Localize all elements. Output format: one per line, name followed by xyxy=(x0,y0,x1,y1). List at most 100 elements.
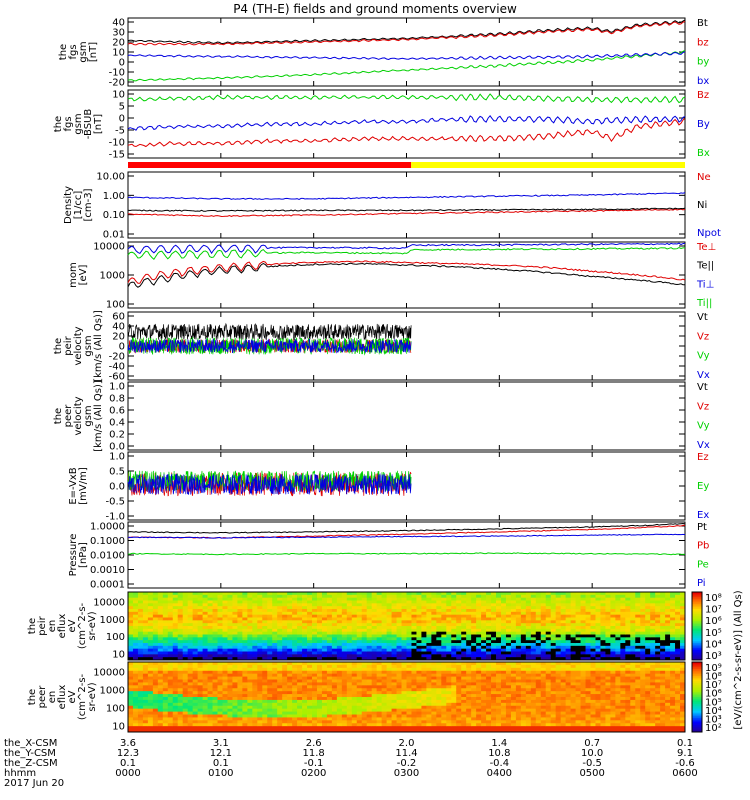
heatmap-cell xyxy=(600,628,606,633)
heatmap-cell xyxy=(451,662,457,666)
heatmap-cell xyxy=(560,628,567,633)
heatmap-cell xyxy=(237,711,243,715)
heatmap-cell xyxy=(371,670,378,675)
y-tick-label: 1.0 xyxy=(109,452,125,463)
heatmap-cell xyxy=(670,657,676,661)
heatmap-cell xyxy=(142,628,149,633)
heatmap-cell xyxy=(381,609,387,613)
heatmap-cell xyxy=(282,657,288,661)
heatmap-cell xyxy=(476,729,482,733)
heatmap-cell xyxy=(515,654,522,658)
heatmap-cell xyxy=(381,592,387,596)
heatmap-cell xyxy=(555,617,562,621)
heatmap-cell xyxy=(297,609,303,613)
heatmap-cell xyxy=(366,623,373,627)
heatmap-cell xyxy=(172,606,179,610)
heatmap-cell xyxy=(510,729,517,733)
heatmap-cell xyxy=(227,662,233,666)
heatmap-cell xyxy=(441,643,447,647)
heatmap-cell xyxy=(132,643,139,647)
heatmap-cell xyxy=(630,606,636,610)
heatmap-cell xyxy=(645,594,651,599)
heatmap-cell xyxy=(157,688,164,692)
heatmap-cell xyxy=(585,654,591,658)
heatmap-cell xyxy=(341,614,348,618)
heatmap-cell xyxy=(262,667,268,672)
heatmap-cell xyxy=(650,657,656,661)
heatmap-cell xyxy=(312,711,318,715)
heatmap-cell xyxy=(292,685,298,689)
heatmap-cell xyxy=(267,702,273,707)
heatmap-cell xyxy=(625,592,631,596)
heatmap-cell xyxy=(177,634,184,638)
heatmap-cell xyxy=(510,673,517,677)
heatmap-cell xyxy=(476,688,482,692)
heatmap-cell xyxy=(456,714,462,718)
heatmap-cell xyxy=(202,720,208,724)
heatmap-cell xyxy=(167,694,174,698)
heatmap-cell xyxy=(595,637,601,641)
heatmap-cell xyxy=(585,651,591,655)
heatmap-cell xyxy=(525,729,532,733)
heatmap-cell xyxy=(466,688,472,692)
heatmap-cell xyxy=(277,637,283,641)
heatmap-cell xyxy=(307,623,313,627)
heatmap-cell xyxy=(217,611,223,616)
heatmap-cell xyxy=(376,623,383,627)
heatmap-cell xyxy=(346,594,353,599)
heatmap-cell xyxy=(630,634,636,638)
heatmap-cell xyxy=(272,726,278,730)
heatmap-cell xyxy=(376,626,383,630)
heatmap-cell xyxy=(625,651,631,655)
heatmap-cell xyxy=(421,717,427,721)
heatmap-cell xyxy=(326,664,333,669)
heatmap-cell xyxy=(570,637,576,641)
heatmap-cell xyxy=(540,600,547,604)
heatmap-cell xyxy=(128,685,134,689)
heatmap-cell xyxy=(411,609,417,613)
heatmap-cell xyxy=(431,688,437,692)
heatmap-cell xyxy=(147,606,154,610)
heatmap-cell xyxy=(162,654,169,658)
heatmap-cell xyxy=(426,676,432,680)
heatmap-cell xyxy=(307,699,313,704)
heatmap-cell xyxy=(496,662,502,666)
heatmap-cell xyxy=(356,648,363,652)
heatmap-cell xyxy=(137,637,144,641)
heatmap-cell xyxy=(411,729,417,733)
heatmap-cell xyxy=(326,711,333,715)
heatmap-cell xyxy=(182,631,189,635)
heatmap-cell xyxy=(466,729,472,733)
heatmap-cell xyxy=(406,702,412,707)
heatmap-cell xyxy=(267,670,273,675)
heatmap-cell xyxy=(530,592,537,596)
heatmap-cell xyxy=(491,614,497,618)
y-tick-label: -20 xyxy=(109,352,125,363)
heatmap-cell xyxy=(262,723,268,727)
heatmap-cell xyxy=(575,592,581,596)
heatmap-cell xyxy=(202,611,208,616)
heatmap-cell xyxy=(152,634,159,638)
heatmap-cell xyxy=(426,645,432,650)
heatmap-cell xyxy=(650,631,656,635)
heatmap-cell xyxy=(401,673,407,677)
heatmap-cell xyxy=(585,606,591,610)
heatmap-cell xyxy=(312,667,318,672)
heatmap-cell xyxy=(222,699,228,704)
heatmap-cell xyxy=(381,667,387,672)
heatmap-cell xyxy=(535,640,542,644)
heatmap-cell xyxy=(182,606,189,610)
heatmap-cell xyxy=(237,634,243,638)
heatmap-cell xyxy=(302,614,308,618)
heatmap-cell xyxy=(545,600,552,604)
heatmap-cell xyxy=(416,691,422,695)
heatmap-cell xyxy=(346,662,353,666)
heatmap-cell xyxy=(381,664,387,669)
heatmap-cell xyxy=(187,676,194,680)
heatmap-cell xyxy=(316,643,323,647)
heatmap-cell xyxy=(436,694,442,698)
heatmap-cell xyxy=(217,705,223,710)
heatmap-cell xyxy=(292,634,298,638)
heatmap-cell xyxy=(505,662,512,666)
heatmap-cell xyxy=(670,603,676,607)
